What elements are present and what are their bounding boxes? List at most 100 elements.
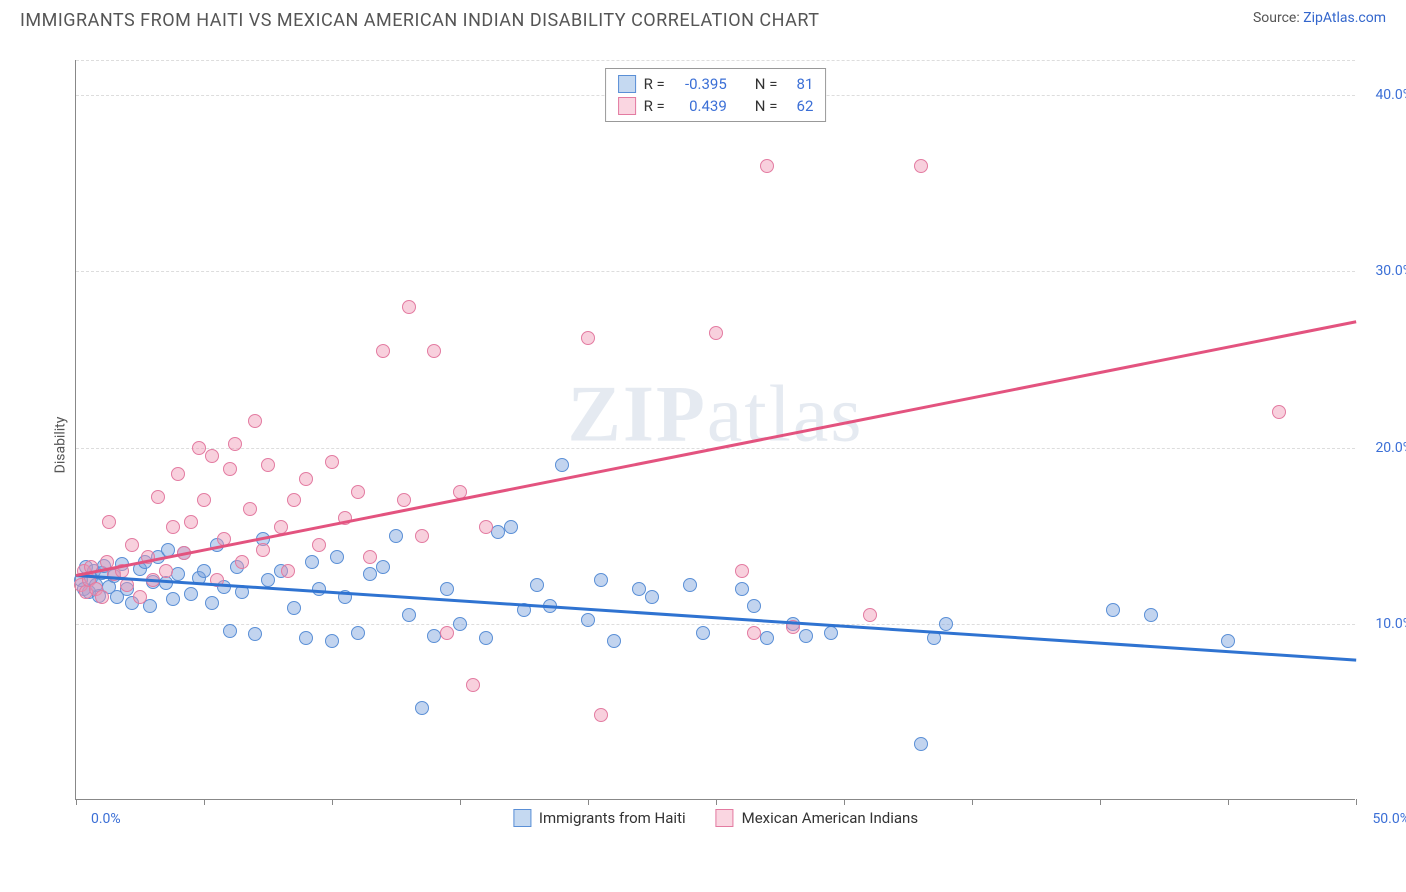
plot-area: ZIPatlas R =-0.395N =81R =0.439N =62 Imm… — [75, 60, 1355, 800]
gridline — [76, 624, 1355, 625]
trend-line-haiti — [76, 574, 1356, 661]
scatter-point-haiti — [415, 701, 429, 715]
scatter-point-mexican — [397, 493, 411, 507]
legend-item-haiti: Immigrants from Haiti — [513, 809, 686, 827]
scatter-point-haiti — [197, 564, 211, 578]
scatter-point-mexican — [415, 529, 429, 543]
scatter-point-mexican — [581, 331, 595, 345]
x-tick-mark — [204, 799, 205, 805]
scatter-point-haiti — [799, 629, 813, 643]
scatter-point-mexican — [197, 493, 211, 507]
x-tick-mark — [1100, 799, 1101, 805]
scatter-point-mexican — [440, 626, 454, 640]
scatter-point-mexican — [863, 608, 877, 622]
scatter-point-haiti — [747, 599, 761, 613]
scatter-point-mexican — [184, 515, 198, 529]
legend-swatch-haiti — [618, 75, 636, 93]
legend-n-label: N = — [755, 97, 778, 115]
legend-n-label: N = — [755, 75, 778, 93]
scatter-point-haiti — [330, 550, 344, 564]
scatter-point-mexican — [747, 626, 761, 640]
scatter-point-mexican — [95, 590, 109, 604]
scatter-point-haiti — [440, 582, 454, 596]
scatter-point-haiti — [312, 582, 326, 596]
scatter-point-haiti — [824, 626, 838, 640]
scatter-point-haiti — [645, 590, 659, 604]
scatter-point-haiti — [914, 737, 928, 751]
scatter-point-mexican — [735, 564, 749, 578]
legend-stat-row-mexican: R =0.439N =62 — [618, 95, 814, 117]
scatter-point-haiti — [376, 560, 390, 574]
scatter-point-mexican — [363, 550, 377, 564]
scatter-point-haiti — [581, 613, 595, 627]
scatter-point-haiti — [205, 596, 219, 610]
scatter-point-haiti — [504, 520, 518, 534]
scatter-point-haiti — [594, 573, 608, 587]
legend-r-label: R = — [644, 97, 665, 115]
y-tick-label: 40.0% — [1375, 87, 1406, 103]
scatter-point-mexican — [914, 159, 928, 173]
gridline — [76, 60, 1355, 61]
legend-bottom: Immigrants from HaitiMexican American In… — [513, 809, 918, 827]
scatter-point-mexican — [1272, 405, 1286, 419]
scatter-point-mexican — [151, 490, 165, 504]
scatter-point-mexican — [248, 414, 262, 428]
x-tick-mark — [588, 799, 589, 805]
scatter-point-mexican — [125, 538, 139, 552]
scatter-point-haiti — [530, 578, 544, 592]
source-link[interactable]: ZipAtlas.com — [1303, 10, 1386, 26]
scatter-point-haiti — [453, 617, 467, 631]
legend-r-value: -0.395 — [673, 75, 727, 93]
chart-title: IMMIGRANTS FROM HAITI VS MEXICAN AMERICA… — [20, 10, 819, 31]
x-tick-mark — [972, 799, 973, 805]
scatter-point-mexican — [760, 159, 774, 173]
scatter-point-haiti — [351, 626, 365, 640]
scatter-point-haiti — [555, 458, 569, 472]
scatter-point-mexican — [402, 300, 416, 314]
scatter-point-haiti — [325, 634, 339, 648]
scatter-point-mexican — [376, 344, 390, 358]
x-tick-mark — [716, 799, 717, 805]
source-attribution: Source: ZipAtlas.com — [1253, 10, 1386, 26]
scatter-point-haiti — [248, 627, 262, 641]
scatter-point-mexican — [261, 458, 275, 472]
scatter-point-haiti — [223, 624, 237, 638]
scatter-point-haiti — [479, 631, 493, 645]
x-tick-label-start: 0.0% — [91, 811, 121, 827]
chart-container: Disability ZIPatlas R =-0.395N =81R =0.4… — [50, 50, 1370, 840]
scatter-point-mexican — [256, 543, 270, 557]
scatter-point-haiti — [389, 529, 403, 543]
scatter-point-mexican — [159, 564, 173, 578]
scatter-point-haiti — [166, 592, 180, 606]
scatter-point-haiti — [159, 576, 173, 590]
scatter-point-mexican — [351, 485, 365, 499]
scatter-point-mexican — [133, 590, 147, 604]
y-tick-label: 20.0% — [1375, 440, 1406, 456]
scatter-point-mexican — [243, 502, 257, 516]
scatter-point-mexican — [171, 467, 185, 481]
scatter-point-haiti — [735, 582, 749, 596]
x-tick-mark — [76, 799, 77, 805]
scatter-point-haiti — [261, 573, 275, 587]
x-tick-mark — [1356, 799, 1357, 805]
scatter-point-mexican — [479, 520, 493, 534]
scatter-point-haiti — [299, 631, 313, 645]
scatter-point-mexican — [299, 472, 313, 486]
scatter-point-haiti — [1144, 608, 1158, 622]
scatter-point-mexican — [427, 344, 441, 358]
legend-n-value: 81 — [785, 75, 813, 93]
scatter-point-mexican — [281, 564, 295, 578]
scatter-point-haiti — [683, 578, 697, 592]
scatter-point-mexican — [235, 555, 249, 569]
scatter-point-haiti — [939, 617, 953, 631]
legend-r-value: 0.439 — [673, 97, 727, 115]
legend-swatch-mexican — [716, 809, 734, 827]
scatter-point-mexican — [325, 455, 339, 469]
legend-swatch-mexican — [618, 97, 636, 115]
legend-label: Immigrants from Haiti — [539, 809, 686, 827]
x-tick-mark — [460, 799, 461, 805]
scatter-point-mexican — [709, 326, 723, 340]
scatter-point-haiti — [632, 582, 646, 596]
scatter-point-haiti — [696, 626, 710, 640]
y-tick-label: 10.0% — [1375, 616, 1406, 632]
